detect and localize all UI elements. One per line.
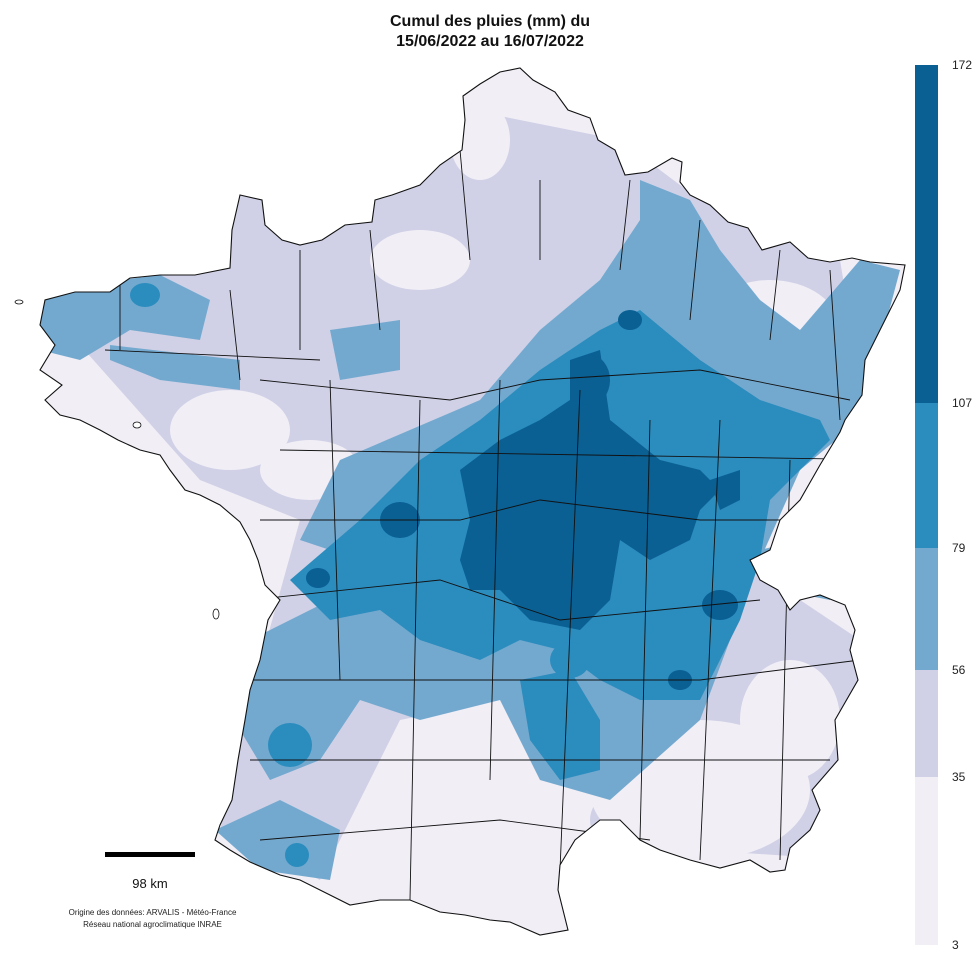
data-source: Origine des données: ARVALIS - Météo-Fra… xyxy=(40,907,265,931)
source-line-2: Réseau national agroclimatique INRAE xyxy=(83,920,222,929)
legend-class-56-79 xyxy=(915,548,938,670)
scale-label: 98 km xyxy=(132,876,168,891)
legend-label-79: 79 xyxy=(952,541,966,555)
legend-label-3: 3 xyxy=(952,938,959,952)
legend-label-35: 35 xyxy=(952,770,966,784)
legend-label-107: 107 xyxy=(952,396,973,410)
title-line-1: Cumul des pluies (mm) du xyxy=(389,13,590,30)
scale-bar xyxy=(105,852,195,857)
legend-class-3-35 xyxy=(915,777,938,945)
legend-class-35-56 xyxy=(915,670,938,777)
legend-class-107-172 xyxy=(915,65,938,403)
legend-class-79-107 xyxy=(915,403,938,548)
title-line-2: 15/06/2022 au 16/07/2022 xyxy=(396,33,584,50)
map-title: Cumul des pluies (mm) du 15/06/2022 au 1… xyxy=(300,12,680,52)
legend-label-56: 56 xyxy=(952,663,966,677)
source-line-1: Origine des données: ARVALIS - Météo-Fra… xyxy=(68,908,237,917)
legend-label-172: 172 xyxy=(952,58,973,72)
